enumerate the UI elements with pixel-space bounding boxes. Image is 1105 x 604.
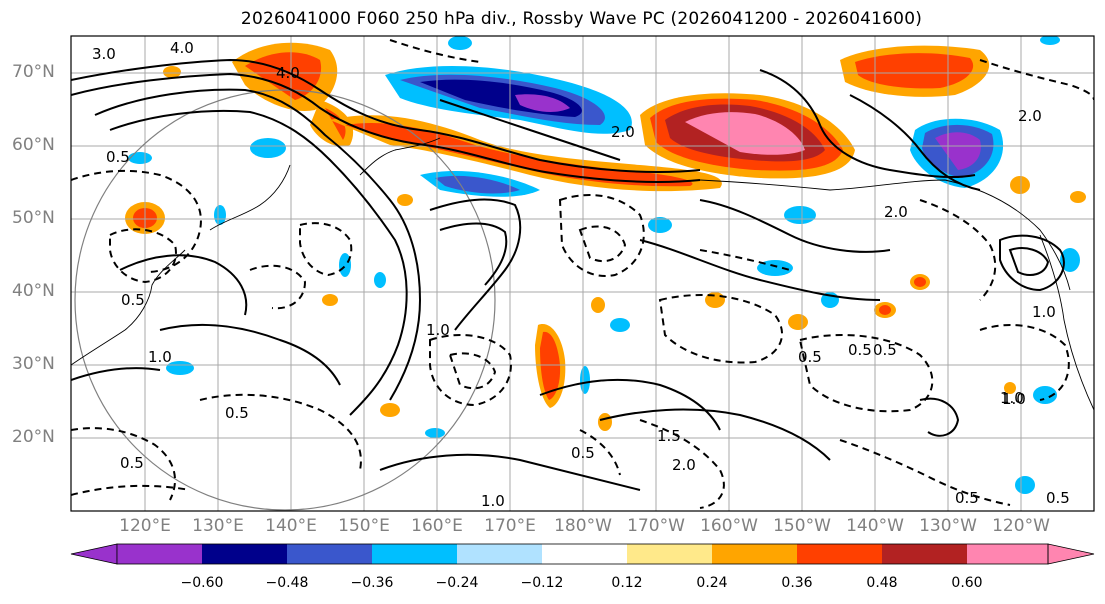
colorbar-extend-min — [70, 543, 118, 565]
divergence-fill — [125, 36, 1086, 494]
contour-label: 0.5 — [1046, 489, 1070, 507]
colorbar-tick: −0.24 — [435, 575, 479, 591]
colorbar-tick: −0.48 — [265, 575, 309, 591]
contour-label: 2.0 — [884, 203, 908, 221]
contour-label: 1.0 — [1002, 390, 1026, 408]
contour-label: 0.5 — [955, 489, 979, 507]
dashed-contours — [71, 39, 1094, 509]
colorbar-segment — [372, 544, 457, 564]
colorbar-segment — [287, 544, 372, 564]
colorbar-tick: 0.24 — [696, 575, 728, 591]
contour-label: 1.5 — [657, 427, 681, 445]
contour-label: 0.5 — [106, 148, 130, 166]
map-frame — [70, 35, 1095, 512]
colorbar-segment — [457, 544, 542, 564]
lon-label: 120°W — [992, 516, 1050, 536]
contour-label: 0.5 — [225, 404, 249, 422]
contour-label: 4.0 — [170, 39, 194, 57]
contour-label: 0.5 — [571, 444, 595, 462]
contour-label: 1.0 — [481, 492, 505, 510]
lon-label: 150°W — [773, 516, 831, 536]
contour-label: 0.5 — [798, 348, 822, 366]
lon-label: 120°E — [119, 516, 171, 536]
colorbar-segment — [117, 544, 202, 564]
colorbar-segment — [712, 544, 797, 564]
lon-label: 150°E — [338, 516, 390, 536]
colorbar-segment — [627, 544, 712, 564]
lat-lon-grid — [71, 36, 1094, 511]
contour-label: 2.0 — [1018, 107, 1042, 125]
colorbar-segment — [967, 544, 1048, 564]
range-circle — [74, 89, 496, 511]
contour-label: 2.0 — [611, 123, 635, 141]
colorbar-extend-max — [1047, 543, 1095, 565]
colorbar-tick: 0.60 — [951, 575, 983, 591]
lat-label: 20°N — [12, 427, 55, 447]
contour-labels: 3.0 4.04.02.02.02.01.01.00.50.50.51.01.52… — [92, 39, 1070, 510]
lat-label: 70°N — [12, 62, 55, 82]
lat-label: 30°N — [12, 354, 55, 374]
lon-label: 170°W — [627, 516, 685, 536]
lon-label: 130°E — [192, 516, 244, 536]
contour-label: 0.5 — [121, 291, 145, 309]
contour-label: 0.5 — [848, 341, 872, 359]
colorbar-tick: 0.12 — [611, 575, 643, 591]
contour-label: 1.0 — [1032, 303, 1056, 321]
lon-label: 160°E — [411, 516, 463, 536]
contour-label: 3.0 — [92, 45, 116, 63]
contour-label: 1.0 — [1000, 389, 1024, 407]
contour-label: 2.0 — [672, 456, 696, 474]
lon-label: 160°W — [700, 516, 758, 536]
contour-label: 0.5 — [873, 341, 897, 359]
lon-label: 170°E — [484, 516, 536, 536]
colorbar-segment — [202, 544, 287, 564]
solid-contours — [71, 58, 1065, 491]
colorbar-tick: 0.36 — [781, 575, 813, 591]
colorbar — [70, 543, 1095, 565]
colorbar-tick: 0.48 — [866, 575, 898, 591]
lon-label: 140°W — [846, 516, 904, 536]
map-title: 2026041000 F060 250 hPa div., Rossby Wav… — [240, 9, 923, 29]
colorbar-tick: −0.60 — [180, 575, 224, 591]
colorbar-tick: −0.12 — [520, 575, 564, 591]
contour-label: 1.0 — [148, 348, 172, 366]
lon-label: 140°E — [265, 516, 317, 536]
lat-label: 60°N — [12, 135, 55, 155]
lat-label: 40°N — [12, 281, 55, 301]
colorbar-tick: −0.36 — [350, 575, 394, 591]
contour-label: 4.0 — [276, 64, 300, 82]
contour-label: 0.5 — [120, 454, 144, 472]
colorbar-segment — [542, 544, 627, 564]
lon-label: 130°W — [919, 516, 977, 536]
colorbar-frame — [116, 543, 1049, 565]
lat-label: 50°N — [12, 208, 55, 228]
colorbar-segment — [882, 544, 967, 564]
colorbar-segment — [797, 544, 882, 564]
lon-label: 180°W — [554, 516, 612, 536]
contour-label: 1.0 — [426, 321, 450, 339]
